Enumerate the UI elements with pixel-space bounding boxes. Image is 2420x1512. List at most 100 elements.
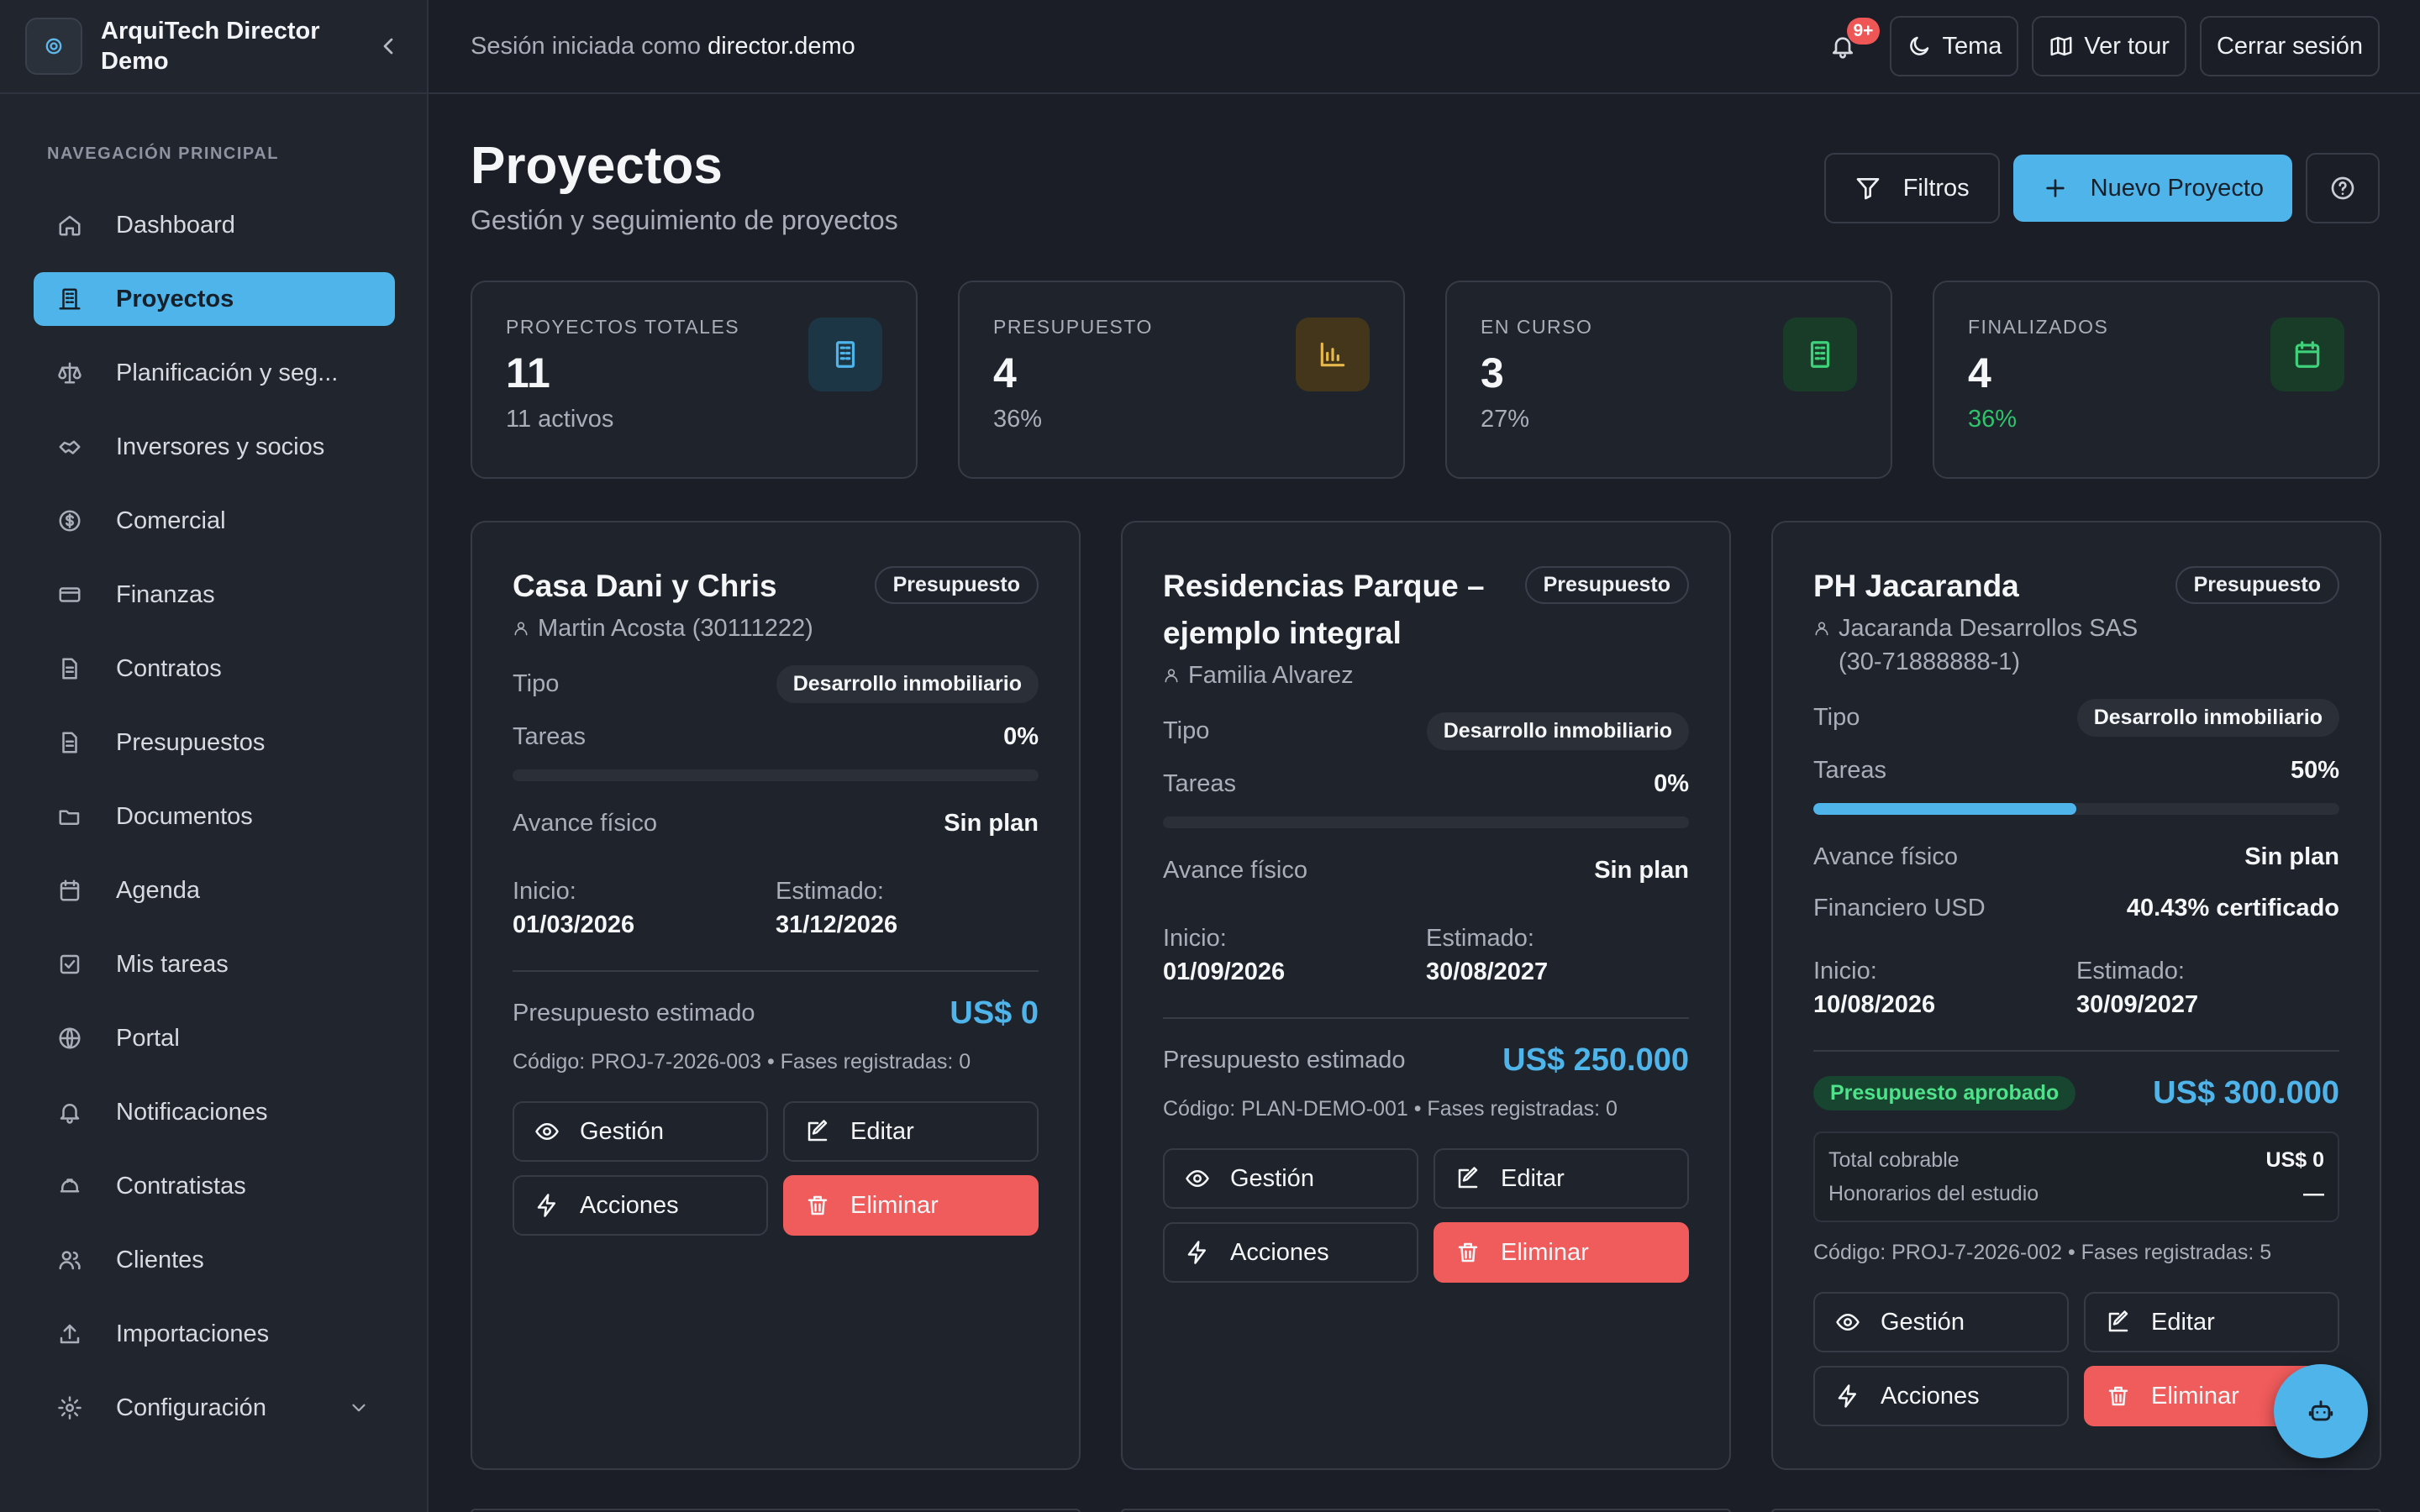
top-bar: Sesión iniciada como director.demo 9+ Te… [429,0,2420,94]
divider [1163,1017,1689,1019]
sidebar-item-configuracion[interactable]: Configuración [34,1381,395,1435]
tasks-progress-bar [513,769,1039,781]
sidebar-item-label: Contratos [116,654,222,682]
sidebar-item-label: Mis tareas [116,950,229,978]
edit-button[interactable]: Editar [1434,1148,1689,1209]
client-name: Martin Acosta (30111222) [538,615,813,642]
sidebar-item-comercial[interactable]: Comercial [34,494,395,548]
home-icon [59,215,81,236]
logout-label: Cerrar sesión [2216,32,2363,60]
page-actions: Filtros Nuevo Proyecto [1823,153,2380,223]
delete-label: Eliminar [850,1191,939,1219]
zap-icon [1838,1384,1856,1408]
delete-label: Eliminar [1501,1238,1589,1266]
physical-value: Sin plan [944,810,1039,837]
tasks-row: Tareas 0% [1163,770,1689,798]
actions-button[interactable]: Acciones [1813,1366,2069,1426]
hard-hat-icon [60,1179,80,1193]
sidebar-item-proyectos[interactable]: Proyectos [34,272,395,326]
budget-row: Presupuesto estimado US$ 0 [513,995,1039,1032]
sidebar-item-inversores[interactable]: Inversores y socios [34,420,395,474]
honorarios-value: — [2303,1182,2324,1205]
sidebar-item-agenda[interactable]: Agenda [34,864,395,917]
sidebar-item-contratistas[interactable]: Contratistas [34,1159,395,1213]
project-card-partial [1121,1509,1731,1512]
user-icon [514,622,528,636]
stat-sub: 11 activos [506,406,614,433]
estimated-label: Estimado: [776,878,884,905]
dates-row: Inicio: 01/09/2026 Estimado: 30/08/2027 [1163,921,1689,989]
logout-button[interactable]: Cerrar sesión [2199,16,2380,76]
sidebar-item-presupuestos[interactable]: Presupuestos [34,716,395,769]
stat-sub: 36% [993,406,1043,433]
sidebar-item-mis-tareas[interactable]: Mis tareas [34,937,395,991]
folder-open-icon [59,810,80,825]
stat-icon-box [2270,318,2344,391]
help-button[interactable] [2306,153,2380,223]
start-label: Inicio: [1163,925,1227,952]
estimated-date: 30/08/2027 [1426,958,1549,985]
collapse-sidebar-button[interactable] [375,33,402,60]
project-title: Casa Dani y Chris [513,569,777,603]
tasks-progress-bar [1163,816,1689,828]
project-client: Jacaranda Desarrollos SAS (30-71888888-1… [1813,612,2339,679]
sidebar-item-portal[interactable]: Portal [34,1011,395,1065]
sidebar-item-planificacion[interactable]: Planificación y seg... [34,346,395,400]
sidebar-item-documentos[interactable]: Documentos [34,790,395,843]
tasks-row: Tareas 50% [1813,757,2339,785]
card-actions: Gestión Editar Acciones Eliminar [1163,1148,1689,1283]
budget-amount: US$ 250.000 [1502,1042,1689,1078]
client-name: Familia Alvarez [1188,662,1354,689]
delete-button[interactable]: Eliminar [783,1175,1039,1236]
notifications-button[interactable]: 9+ [1818,18,1881,71]
new-project-button[interactable]: Nuevo Proyecto [2012,155,2292,222]
project-client: Familia Alvarez [1163,659,1689,692]
type-row: Tipo Desarrollo inmobiliario [1813,699,2339,737]
tour-label: Ver tour [2084,32,2170,60]
sidebar-item-notificaciones[interactable]: Notificaciones [34,1085,395,1139]
manage-button[interactable]: Gestión [513,1101,768,1162]
sidebar-item-dashboard[interactable]: Dashboard [34,198,395,252]
edit-button[interactable]: Editar [783,1101,1039,1162]
sidebar-item-label: Documentos [116,802,253,830]
actions-button[interactable]: Acciones [1163,1222,1418,1283]
session-prefix: Sesión iniciada como [471,32,702,60]
sidebar: ArquiTech Director Demo NAVEGACIÓN PRINC… [0,0,429,1512]
stat-label: PRESUPUESTO [993,316,1153,338]
manage-button[interactable]: Gestión [1813,1292,2069,1352]
manage-button[interactable]: Gestión [1163,1148,1418,1209]
eye-icon [1186,1170,1209,1187]
tour-button[interactable]: Ver tour [2032,16,2186,76]
building-icon [59,288,81,310]
edit-icon [808,1120,828,1142]
project-code: Código: PROJ-7-2026-002 • Fases registra… [1813,1241,2272,1264]
budget-label: Presupuesto estimado [513,1000,755,1026]
session-user: director.demo [708,32,855,60]
financial-row: Financiero USD 40.43% certificado [1813,895,2339,922]
assistant-bot-button[interactable] [2274,1364,2368,1458]
delete-button[interactable]: Eliminar [1434,1222,1689,1283]
map-icon [2050,36,2072,56]
physical-label: Avance físico [1813,843,1958,870]
topbar-actions: 9+ Tema Ver tour Cerrar sesión [1818,16,2380,76]
sidebar-item-importaciones[interactable]: Importaciones [34,1307,395,1361]
help-circle-icon [2331,176,2354,200]
stat-label: FINALIZADOS [1968,316,2109,338]
tasks-progress-bar [1813,803,2339,815]
tasks-row: Tareas 0% [513,723,1039,751]
theme-button[interactable]: Tema [1890,16,2019,76]
stat-sub: 27% [1481,406,1530,433]
filters-button[interactable]: Filtros [1823,153,2000,223]
sidebar-item-label: Dashboard [116,211,235,239]
trash-icon [2108,1386,2128,1406]
project-card: Casa Dani y Chris Presupuesto Martin Aco… [471,521,1081,1470]
edit-button[interactable]: Editar [2084,1292,2339,1352]
sidebar-item-contratos[interactable]: Contratos [34,642,395,696]
sidebar-item-finanzas[interactable]: Finanzas [34,568,395,622]
bell-icon [1833,37,1854,59]
logo-gear-icon [45,38,62,55]
estimated-label: Estimado: [2076,958,2185,984]
actions-button[interactable]: Acciones [513,1175,768,1236]
project-code: Código: PLAN-DEMO-001 • Fases registrada… [1163,1097,1618,1121]
sidebar-item-clientes[interactable]: Clientes [34,1233,395,1287]
